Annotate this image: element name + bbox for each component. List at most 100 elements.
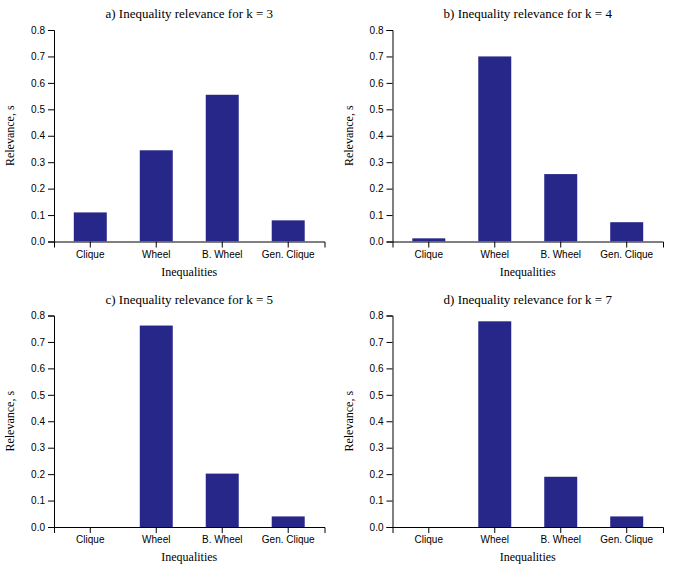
y-tick-label: 0.5	[31, 390, 45, 401]
bar	[478, 321, 511, 527]
y-tick-label: 0.8	[370, 25, 384, 36]
y-tick: 0.5	[370, 104, 393, 115]
x-axis-line	[55, 242, 326, 248]
y-tick-mark	[48, 189, 54, 190]
bar	[206, 474, 239, 527]
x-tick-label: B. Wheel	[202, 534, 243, 545]
x-tick-mark	[428, 242, 429, 248]
y-tick-mark	[48, 56, 54, 57]
y-tick-mark	[387, 242, 393, 243]
y-tick-mark	[48, 342, 54, 343]
y-axis-title: Relevance, s	[3, 391, 17, 452]
x-tick: Clique	[415, 527, 444, 545]
y-tick: 0.1	[31, 495, 54, 506]
y-tick-label: 0.5	[31, 104, 45, 115]
title: c) Inequality relevance for k = 5	[105, 292, 273, 307]
y-tick-mark	[387, 448, 393, 449]
bar	[544, 174, 577, 241]
y-tick-label: 0.7	[31, 337, 45, 348]
bar	[412, 527, 445, 528]
y-tick: 0.1	[31, 210, 54, 221]
y-tick-label: 0.6	[31, 363, 45, 374]
x-axis-title: Inequalities	[500, 550, 556, 564]
bar	[74, 212, 107, 241]
x-tick: Gen. Clique	[262, 527, 315, 545]
x-tick-mark	[494, 242, 495, 248]
x-tick: Gen. Clique	[262, 242, 315, 260]
y-tick-label: 0.1	[370, 495, 384, 506]
y-tick: 0.8	[370, 310, 393, 321]
x-tick: Wheel	[142, 527, 170, 545]
y-tick: 0.7	[370, 337, 393, 348]
x-tick-label: B. Wheel	[540, 534, 581, 545]
x-axis: Clique Wheel B. Wheel Gen. Clique	[393, 242, 664, 260]
x-tick-mark	[156, 242, 157, 248]
y-tick-mark	[48, 109, 54, 110]
x-tick-label: B. Wheel	[540, 249, 581, 260]
x-axis-title: Inequalities	[161, 265, 217, 279]
y-tick-mark	[48, 395, 54, 396]
y-tick: 0.5	[370, 390, 393, 401]
title: b) Inequality relevance for k = 4	[444, 6, 613, 21]
x-tick: Wheel	[481, 242, 509, 260]
y-tick-mark	[387, 501, 393, 502]
x-tick: B. Wheel	[540, 527, 581, 545]
bar	[610, 516, 643, 527]
y-tick-mark	[48, 162, 54, 163]
y-axis: 0.00.10.20.30.40.50.60.70.8	[370, 25, 393, 248]
bar	[412, 238, 445, 241]
y-tick-label: 0.0	[31, 236, 45, 247]
y-tick: 0.0	[31, 522, 54, 533]
y-axis-line	[48, 31, 55, 243]
y-tick-label: 0.4	[370, 130, 384, 141]
bars	[412, 56, 643, 241]
y-tick: 0.1	[370, 210, 393, 221]
y-tick: 0.0	[370, 236, 393, 247]
x-tick: B. Wheel	[202, 527, 243, 545]
x-tick-mark	[288, 527, 289, 533]
y-tick-mark	[387, 56, 393, 57]
y-tick-mark	[48, 136, 54, 137]
x-axis: CliqueWheelB. WheelGen. Clique	[393, 527, 664, 545]
y-tick-mark	[48, 242, 54, 243]
y-tick-mark	[48, 83, 54, 84]
y-tick-mark	[48, 421, 54, 422]
y-axis-line	[387, 316, 394, 528]
y-tick: 0.8	[31, 25, 54, 36]
y-tick: 0.8	[31, 310, 54, 321]
y-tick-label: 0.7	[370, 337, 384, 348]
x-tick: Gen. Clique	[600, 242, 653, 260]
bars	[478, 321, 643, 527]
y-tick: 0.0	[370, 522, 393, 533]
y-tick: 0.6	[370, 363, 393, 374]
y-tick: 0.3	[31, 442, 54, 453]
x-tick-label: Gen. Clique	[262, 249, 315, 260]
x-tick-mark	[560, 527, 561, 533]
x-tick-label: B. Wheel	[202, 249, 243, 260]
x-tick-label: Clique	[76, 534, 105, 545]
y-tick-label: 0.6	[370, 78, 384, 89]
bar	[610, 222, 643, 241]
x-tick-label: Clique	[415, 534, 444, 545]
x-tick: Gen. Clique	[600, 527, 653, 545]
bar	[74, 527, 107, 528]
panel: CliqueWheelB. WheelGen. Clique0.00.10.20…	[3, 6, 325, 279]
x-axis-line	[393, 528, 664, 534]
y-tick-mark	[387, 215, 393, 216]
y-tick: 0.4	[370, 416, 393, 427]
y-tick-label: 0.5	[370, 390, 384, 401]
y-tick-label: 0.2	[31, 469, 45, 480]
y-tick-label: 0.0	[370, 236, 384, 247]
y-tick-mark	[48, 30, 54, 31]
y-tick-label: 0.0	[31, 522, 45, 533]
x-tick: Clique	[415, 242, 444, 260]
y-tick-mark	[387, 368, 393, 369]
y-tick: 0.7	[31, 51, 54, 62]
y-tick-label: 0.2	[370, 183, 384, 194]
x-tick-mark	[288, 242, 289, 248]
y-tick-mark	[387, 30, 393, 31]
y-tick: 0.2	[31, 469, 54, 480]
title: d) Inequality relevance for k = 7	[444, 292, 613, 307]
y-tick-label: 0.3	[31, 157, 45, 168]
x-tick-mark	[90, 242, 91, 248]
